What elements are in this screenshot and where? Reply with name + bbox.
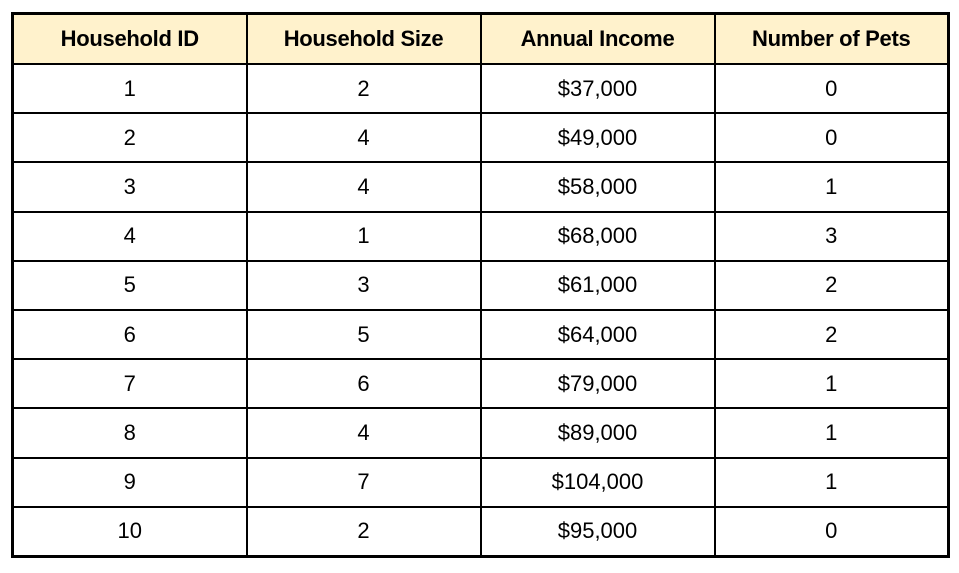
table-row: 4 1 $68,000 3 [11,210,950,262]
cell-number-of-pets: 2 [713,259,950,311]
header-cell-household-size: Household Size [245,12,482,65]
table-row: 9 7 $104,000 1 [11,456,950,508]
cell-household-id: 5 [11,259,248,311]
cell-number-of-pets: 2 [713,308,950,361]
cell-household-id: 9 [11,456,248,508]
cell-household-id: 7 [11,358,248,410]
table-row: 2 4 $49,000 0 [11,112,950,164]
cell-household-id: 6 [11,308,248,361]
cell-number-of-pets: 1 [713,358,950,410]
table-row: 3 4 $58,000 1 [11,161,950,213]
cell-household-size: 4 [245,112,482,164]
cell-annual-income: $95,000 [479,505,716,558]
household-pets-table: Household ID Household Size Annual Incom… [11,12,950,558]
cell-annual-income: $37,000 [479,62,716,115]
cell-household-id: 3 [11,161,248,213]
cell-annual-income: $61,000 [479,259,716,311]
household-pets-table-container: Household ID Household Size Annual Incom… [11,12,950,558]
cell-annual-income: $58,000 [479,161,716,213]
header-cell-household-id: Household ID [11,12,248,65]
header-row: Household ID Household Size Annual Incom… [11,12,950,65]
cell-household-size: 4 [245,161,482,213]
cell-household-size: 3 [245,259,482,311]
cell-number-of-pets: 3 [713,210,950,262]
cell-annual-income: $89,000 [479,407,716,459]
table-row: 8 4 $89,000 1 [11,407,950,459]
table-row: 6 5 $64,000 2 [11,308,950,361]
table-row: 7 6 $79,000 1 [11,358,950,410]
cell-household-size: 1 [245,210,482,262]
table-row: 5 3 $61,000 2 [11,259,950,311]
cell-household-size: 5 [245,308,482,361]
cell-household-size: 2 [245,505,482,558]
cell-number-of-pets: 0 [713,112,950,164]
cell-annual-income: $79,000 [479,358,716,410]
header-cell-annual-income: Annual Income [479,12,716,65]
cell-household-size: 7 [245,456,482,508]
cell-household-id: 8 [11,407,248,459]
cell-number-of-pets: 0 [713,62,950,115]
cell-number-of-pets: 0 [713,505,950,558]
cell-household-id: 2 [11,112,248,164]
cell-household-id: 10 [11,505,248,558]
cell-annual-income: $104,000 [479,456,716,508]
cell-household-size: 2 [245,62,482,115]
cell-household-size: 6 [245,358,482,410]
cell-number-of-pets: 1 [713,161,950,213]
cell-household-id: 4 [11,210,248,262]
cell-annual-income: $64,000 [479,308,716,361]
table-row: 1 2 $37,000 0 [11,62,950,115]
cell-household-size: 4 [245,407,482,459]
cell-number-of-pets: 1 [713,456,950,508]
cell-annual-income: $68,000 [479,210,716,262]
header-cell-number-of-pets: Number of Pets [713,12,950,65]
cell-number-of-pets: 1 [713,407,950,459]
cell-household-id: 1 [11,62,248,115]
table-row: 10 2 $95,000 0 [11,505,950,558]
cell-annual-income: $49,000 [479,112,716,164]
